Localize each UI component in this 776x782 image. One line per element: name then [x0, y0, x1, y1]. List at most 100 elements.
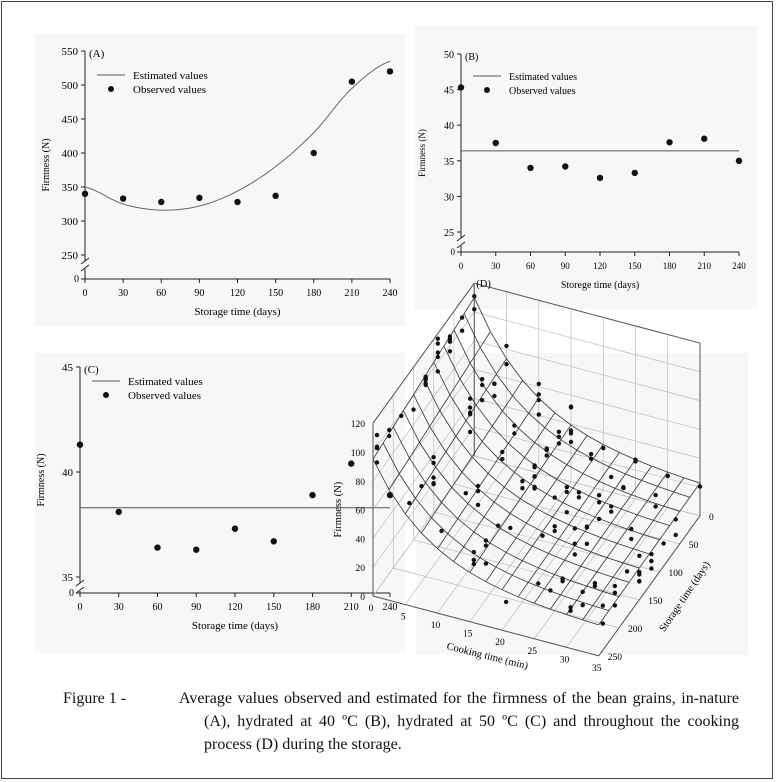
observed-point	[431, 475, 436, 480]
observed-point	[653, 504, 658, 509]
observed-point	[536, 392, 541, 397]
observed-point	[540, 533, 545, 538]
panel-title: (C)	[84, 364, 99, 376]
observed-point	[532, 474, 537, 479]
observed-point	[701, 135, 708, 142]
observed-point	[492, 139, 499, 147]
observed-point	[661, 541, 666, 546]
observed-point	[624, 569, 630, 574]
observed-point	[697, 484, 703, 489]
grid-line	[372, 398, 475, 539]
observed-point	[673, 517, 678, 522]
observed-point	[310, 149, 317, 157]
legend-dot-marker	[103, 392, 109, 398]
observed-point	[504, 343, 509, 349]
x-tick-label: 120	[230, 288, 245, 299]
observed-point	[471, 561, 476, 567]
legend-label-estimated: Estimated values	[133, 70, 208, 82]
observed-point	[495, 523, 501, 528]
observed-point	[459, 328, 465, 333]
axis-cooking	[372, 595, 599, 657]
x-tick-label: 60	[153, 602, 163, 613]
observed-point	[580, 589, 585, 594]
observed-point	[374, 460, 380, 465]
panel-d: 0 20 40 60 80 100 120 0 5 10 15 20 25 30 35 0 50 100 150 20…	[333, 279, 748, 674]
observed-point	[472, 294, 477, 299]
x-tick-label: 0	[78, 602, 83, 613]
x-tick-label: 30	[491, 261, 501, 271]
observed-point	[231, 525, 239, 532]
chart-c: 0 35 40 45 0 30 60 90 120 150 180 210 240 Storage tim…	[36, 362, 398, 632]
observed-point	[386, 491, 394, 499]
observed-point	[564, 489, 569, 495]
y-tick-label: 350	[62, 182, 79, 194]
observed-point	[665, 473, 670, 479]
observed-point	[532, 486, 537, 491]
observed-point	[536, 581, 541, 586]
observed-point	[387, 433, 392, 439]
surface-mesh-line	[517, 452, 620, 598]
observed-point	[154, 544, 161, 551]
z-tick-label: 20	[356, 564, 366, 574]
y-tick-label: 45	[444, 86, 454, 97]
observed-point	[592, 583, 598, 589]
observed-point	[508, 525, 513, 531]
observed-point	[564, 510, 569, 515]
observed-point	[431, 481, 436, 487]
observed-point	[193, 546, 200, 553]
observed-point	[633, 459, 638, 464]
observed-point	[562, 163, 569, 170]
observed-point	[621, 485, 626, 491]
surface-mesh-line	[372, 459, 599, 626]
observed-point	[457, 84, 465, 91]
y-tick-label: 45	[62, 362, 74, 374]
observed-point	[423, 377, 428, 382]
observed-point	[309, 491, 316, 499]
observed-point	[475, 488, 481, 494]
x-tick-label: 240	[383, 288, 398, 299]
x-tick-label: 180	[306, 288, 321, 299]
observed-point	[374, 432, 380, 438]
x-axis-label: Storege time (days)	[561, 280, 639, 291]
grid-line	[372, 340, 475, 482]
observed-point	[467, 396, 473, 401]
panel-title: (B)	[465, 52, 478, 63]
observed-point	[629, 536, 634, 542]
y-tick-label: 250	[62, 250, 79, 262]
observed-point	[735, 157, 743, 164]
grid-line	[474, 369, 701, 430]
observed-point	[435, 341, 440, 346]
surface-mesh-line	[388, 331, 491, 490]
y-tick-label: 0	[451, 247, 456, 257]
observed-point	[580, 602, 585, 608]
observed-point	[419, 484, 424, 489]
grid-line	[433, 511, 660, 573]
grid-line	[372, 369, 475, 510]
x-tick-label: 60	[526, 261, 536, 271]
grid-line	[404, 464, 507, 605]
observed-point	[568, 428, 574, 433]
surface-mesh-line	[403, 410, 630, 583]
observed-point	[435, 336, 440, 341]
observed-point	[435, 350, 440, 355]
observed-point	[472, 307, 477, 312]
observed-point	[471, 557, 476, 563]
observed-point	[552, 528, 557, 534]
observed-point	[435, 369, 440, 374]
observed-point	[447, 334, 453, 339]
grid-line	[474, 398, 701, 459]
x-tick-label: 210	[344, 288, 359, 299]
x-tick-label: 240	[383, 602, 398, 613]
observed-point	[612, 583, 618, 589]
caption-text: Average values observed and estimated fo…	[179, 690, 739, 753]
observed-point	[386, 68, 394, 75]
legend-label-observed: Observed values	[133, 84, 206, 96]
observed-point	[568, 608, 573, 613]
observed-point	[560, 576, 565, 581]
legend-label-estimated: Estimated values	[509, 72, 577, 83]
observed-point	[520, 479, 525, 484]
surface-mesh-line	[473, 297, 701, 484]
observed-point	[596, 500, 602, 505]
z-tick-label: 40	[356, 535, 366, 545]
x-tick-label: 30	[114, 602, 124, 613]
